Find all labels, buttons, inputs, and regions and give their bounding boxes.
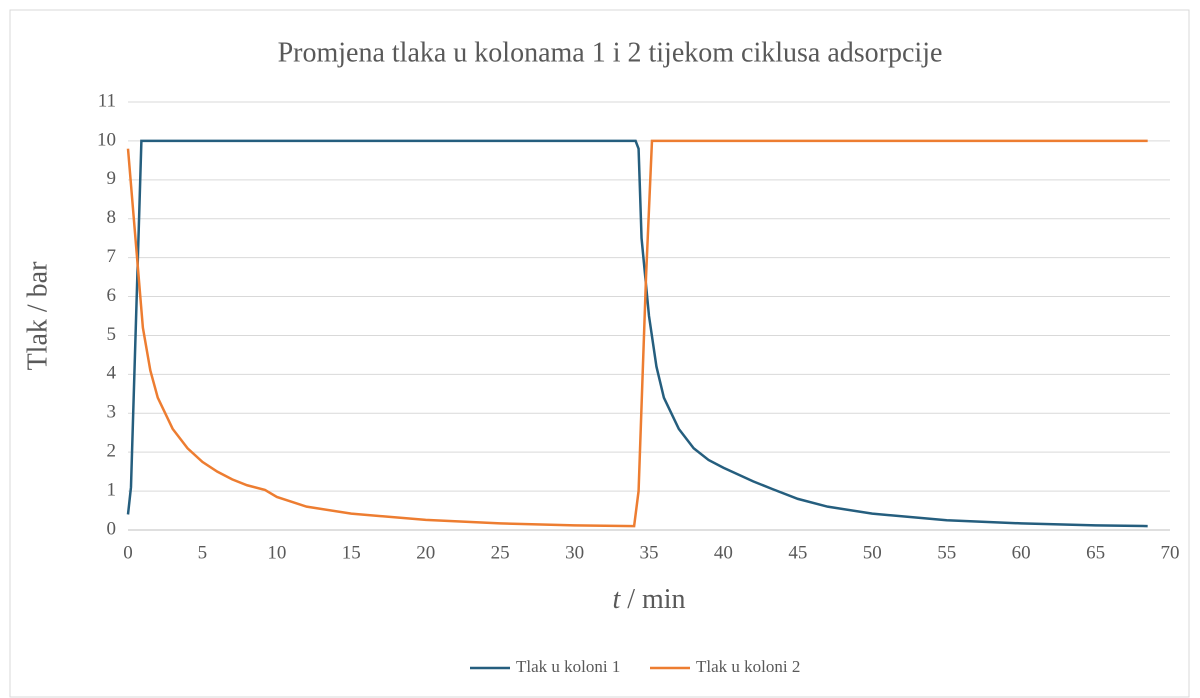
x-tick-label: 35 [640,542,659,563]
x-axis-label: t / min [612,584,685,615]
x-tick-label: 60 [1012,542,1031,563]
y-axis-label: Tlak / bar [22,261,53,371]
y-tick-label: 9 [107,168,117,189]
x-tick-label: 20 [416,542,435,563]
y-tick-label: 3 [107,402,117,423]
y-tick-label: 5 [107,324,117,345]
data-line [126,139,1148,528]
x-tick-label: 5 [198,542,208,563]
x-tick-label: 65 [1086,542,1105,563]
y-tick-label: 10 [97,129,116,150]
data-line [126,139,1148,528]
x-tick-label: 15 [342,542,361,563]
y-tick-label: 1 [107,479,117,500]
x-tick-label: 45 [788,542,807,563]
y-tick-label: 11 [98,90,116,111]
x-tick-label: 55 [937,542,956,563]
chart-title: Promjena tlaka u kolonama 1 i 2 tijekom … [278,37,943,68]
x-tick-label: 70 [1161,542,1180,563]
y-tick-label: 4 [107,363,117,384]
x-tick-label: 50 [863,542,882,563]
x-tick-label: 40 [714,542,733,563]
x-tick-label: 25 [491,542,510,563]
legend-label: Tlak u koloni 2 [696,657,800,676]
y-tick-label: 7 [107,246,117,267]
y-tick-label: 8 [107,207,117,228]
x-tick-label: 30 [565,542,584,563]
y-tick-label: 6 [107,285,117,306]
x-tick-label: 10 [267,542,286,563]
legend-label: Tlak u koloni 1 [516,657,620,676]
x-tick-label: 0 [123,542,133,563]
y-tick-label: 0 [107,518,117,539]
y-tick-label: 2 [107,441,117,462]
chart-border [9,9,1190,698]
